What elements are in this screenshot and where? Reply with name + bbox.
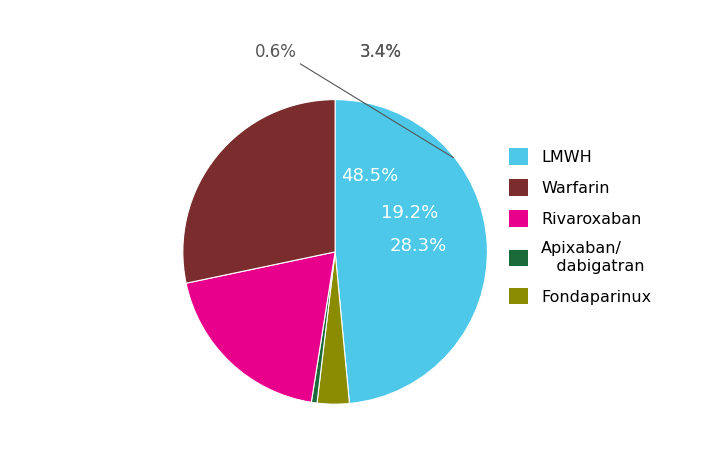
Wedge shape [335, 100, 487, 404]
Text: 28.3%: 28.3% [390, 237, 447, 255]
Wedge shape [186, 252, 335, 402]
Wedge shape [311, 252, 335, 403]
Legend: LMWH, Warfarin, Rivaroxaban, Apixaban/
   dabigatran, Fondaparinux: LMWH, Warfarin, Rivaroxaban, Apixaban/ d… [501, 140, 659, 313]
Wedge shape [317, 252, 350, 404]
Text: 3.4%: 3.4% [360, 43, 402, 61]
Text: 48.5%: 48.5% [341, 167, 398, 184]
Text: 0.6%: 0.6% [255, 43, 297, 61]
Text: 3.4%: 3.4% [360, 43, 402, 61]
Wedge shape [183, 100, 335, 283]
Text: 19.2%: 19.2% [381, 204, 438, 222]
